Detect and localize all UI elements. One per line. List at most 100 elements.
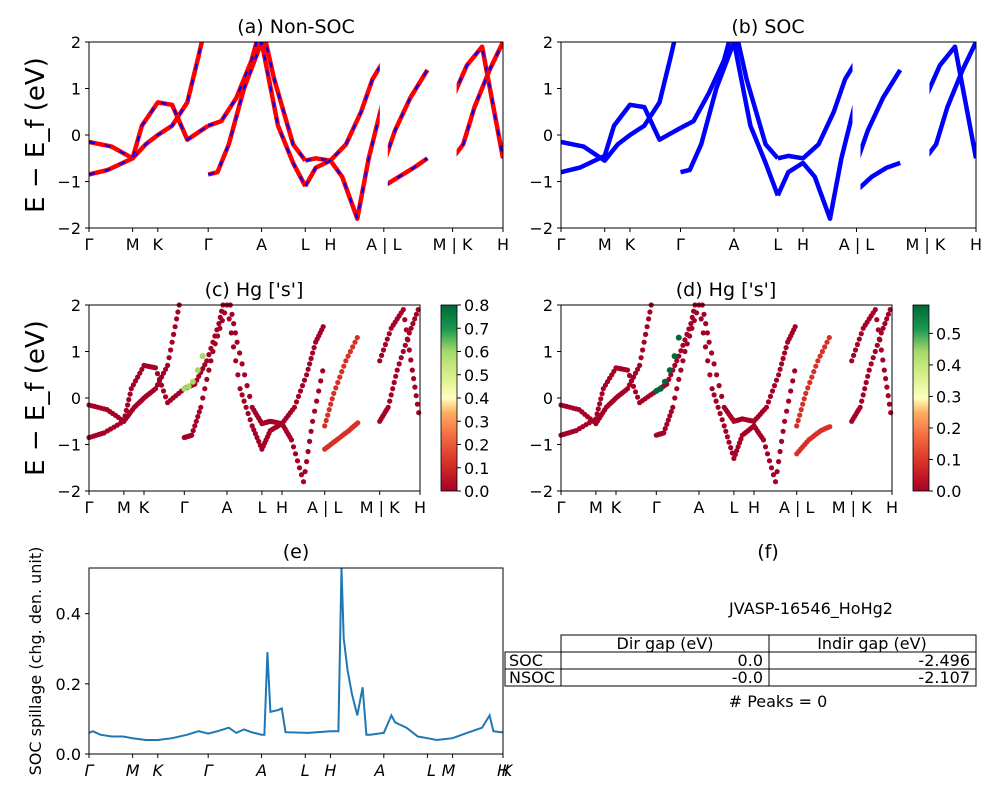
colorbar-label: 0.0 [936, 482, 961, 501]
band-point [235, 372, 241, 378]
band-point [674, 358, 680, 364]
band-point [302, 469, 308, 475]
band-point [290, 444, 297, 450]
band-point [711, 361, 717, 367]
band-line-8 [381, 68, 430, 164]
band-point [310, 418, 316, 424]
xtick-label: H [748, 498, 760, 517]
band-point [329, 396, 335, 402]
band-point [719, 417, 725, 423]
colorbar-label: 0.5 [936, 324, 961, 343]
band-point [595, 406, 601, 412]
band-point [641, 339, 647, 345]
xtick-label: A | L [307, 498, 343, 517]
band-point [680, 358, 686, 364]
ytick-label: 0.0 [56, 745, 81, 764]
xtick-label: H [970, 235, 982, 254]
band-point [198, 404, 204, 410]
band-point [400, 307, 406, 313]
band-point [394, 367, 400, 373]
band-point [777, 366, 783, 372]
band-point [305, 448, 311, 455]
xtick-label: L [301, 761, 310, 780]
band-point [788, 388, 794, 394]
band-line-2 [561, 102, 682, 175]
band-point [243, 404, 249, 410]
band-point [630, 383, 637, 389]
ytick-label: 0 [543, 389, 553, 408]
band-point [709, 350, 715, 356]
xtick-label: H [886, 498, 898, 517]
band-point [320, 324, 326, 330]
cell-nsoc-indir: -2.107 [918, 668, 970, 687]
band-point [226, 316, 232, 322]
ytick-label: 1 [543, 80, 553, 99]
row-label-soc: SOC [509, 651, 543, 670]
band-point [769, 388, 776, 394]
band-point [772, 479, 779, 485]
band-point [233, 358, 239, 364]
band-point [860, 392, 866, 398]
panel-d-frame [560, 304, 893, 492]
band-point [222, 310, 228, 316]
band-line-3 [679, 42, 780, 160]
band-point [782, 350, 788, 356]
band-point [244, 383, 250, 389]
band-point [210, 348, 216, 355]
band-point [288, 437, 295, 443]
band-point [385, 404, 391, 410]
band-point [594, 411, 600, 417]
band-point [703, 321, 709, 327]
band-point [694, 310, 700, 316]
xtick-label: K [502, 761, 514, 780]
band-point [770, 472, 777, 478]
band-point [819, 348, 826, 355]
xtick-label: Γ [676, 235, 685, 254]
row-label-nsoc: NSOC [509, 668, 555, 687]
xtick-label: Γ [557, 498, 566, 517]
band-point [305, 366, 311, 372]
band-line-5 [777, 59, 859, 161]
band-point [866, 367, 872, 373]
ytick-label: −1 [529, 436, 553, 455]
colorbar-label: 0.1 [464, 459, 489, 478]
panel-d-colorbar [912, 304, 930, 492]
xtick-label: M [589, 498, 603, 517]
band-dash-6 [304, 97, 385, 223]
highlight-point [661, 378, 668, 385]
band-point [762, 444, 769, 450]
band-point [333, 385, 339, 391]
highlight-point [199, 353, 206, 360]
band-point [783, 345, 789, 351]
colorbar-label: 0.8 [464, 296, 489, 315]
ytick-label: −1 [57, 173, 81, 192]
band-point [637, 362, 643, 368]
panel-a-frame [88, 41, 504, 229]
band-point [674, 386, 680, 392]
band-point [644, 324, 650, 330]
band-point [643, 331, 649, 337]
band-point [206, 352, 212, 358]
band-point [135, 374, 141, 380]
band-point [880, 357, 886, 363]
band-point [713, 398, 719, 404]
band-point [635, 366, 641, 372]
xtick-label: Γ [204, 761, 214, 780]
band-point [638, 355, 644, 361]
xtick-label: H [324, 235, 336, 254]
band-point [665, 417, 671, 423]
band-point [237, 386, 243, 392]
band-point [801, 396, 807, 402]
band-point [396, 361, 402, 367]
panel-a-ylabel: E − E_f (eV) [21, 57, 51, 213]
band-point [885, 311, 892, 317]
band-point [249, 423, 255, 429]
band-point [734, 448, 740, 454]
colorbar-label: 0.4 [936, 356, 961, 375]
band-point [307, 361, 313, 367]
band-point [411, 376, 417, 382]
band-point [345, 353, 351, 359]
band-point [402, 342, 408, 348]
band-point [384, 336, 390, 342]
band-point [795, 417, 801, 424]
